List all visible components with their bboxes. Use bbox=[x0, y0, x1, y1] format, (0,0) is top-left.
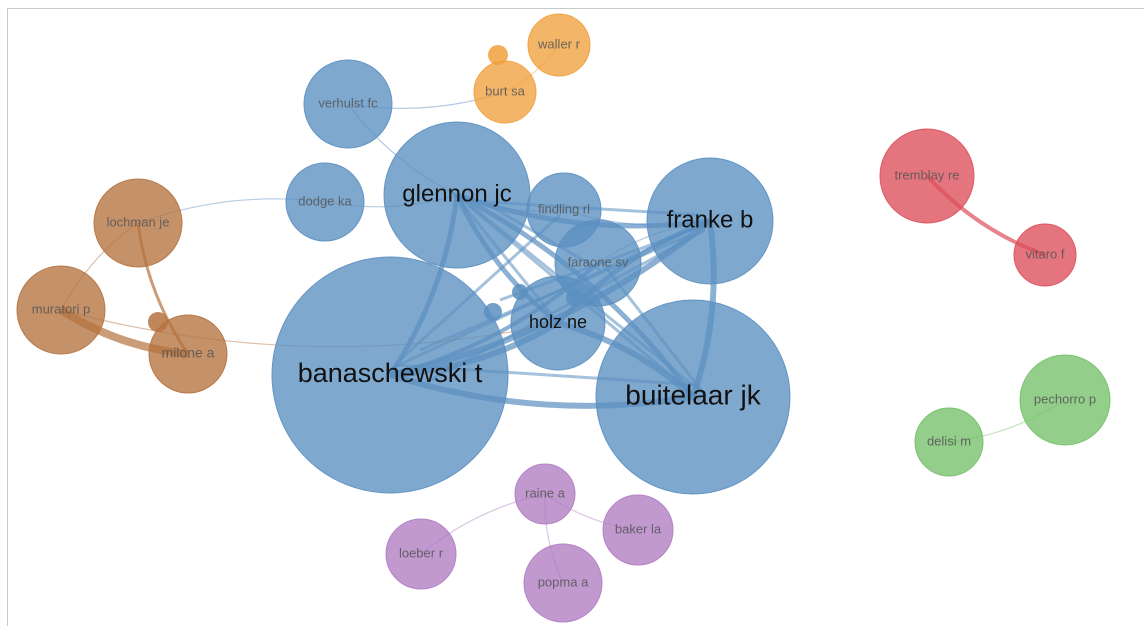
node-label-muratori-p: muratori p bbox=[32, 301, 91, 316]
node-label-buitelaar-jk: buitelaar jk bbox=[625, 379, 761, 410]
node-verhulst-fc[interactable] bbox=[303, 59, 393, 149]
node-popma-a[interactable] bbox=[523, 543, 603, 623]
node-dot-0[interactable] bbox=[488, 45, 508, 65]
node-banaschewski-t[interactable] bbox=[271, 256, 509, 494]
node-loeber-r[interactable] bbox=[385, 518, 457, 590]
node-findling-rl[interactable] bbox=[526, 172, 602, 248]
node-label-tremblay-re: tremblay re bbox=[894, 167, 959, 182]
node-buitelaar-jk[interactable] bbox=[595, 299, 791, 495]
node-delisi-m[interactable] bbox=[914, 407, 984, 477]
node-dot-2[interactable] bbox=[484, 303, 502, 321]
node-waller-r[interactable] bbox=[527, 13, 591, 77]
node-dot-1[interactable] bbox=[148, 312, 168, 332]
node-label-milone-a: milone a bbox=[162, 345, 215, 361]
node-label-popma-a: popma a bbox=[538, 574, 589, 589]
node-label-findling-rl: findling rl bbox=[538, 201, 590, 216]
node-lochman-je[interactable] bbox=[93, 178, 183, 268]
node-vitaro-f[interactable] bbox=[1013, 223, 1077, 287]
node-dot-4[interactable] bbox=[566, 290, 582, 306]
node-label-waller-r: waller r bbox=[537, 36, 581, 51]
nodes-layer bbox=[16, 13, 1111, 623]
node-milone-a[interactable] bbox=[148, 314, 228, 394]
node-baker-la[interactable] bbox=[602, 494, 674, 566]
node-label-lochman-je: lochman je bbox=[107, 214, 170, 229]
node-label-faraone-sv: faraone sv bbox=[568, 254, 629, 269]
node-dot-3[interactable] bbox=[512, 284, 528, 300]
node-label-dodge-ka: dodge ka bbox=[298, 193, 352, 208]
labels-layer: banaschewski t buitelaar jk glennon jc fran… bbox=[32, 36, 1096, 589]
node-label-verhulst-fc: verhulst fc bbox=[318, 95, 378, 110]
node-label-burt-sa: burt sa bbox=[485, 83, 526, 98]
node-tremblay-re[interactable] bbox=[879, 128, 975, 224]
node-label-vitaro-f: vitaro f bbox=[1025, 246, 1064, 261]
node-label-loeber-r: loeber r bbox=[399, 545, 444, 560]
node-franke-b[interactable] bbox=[646, 157, 774, 285]
node-label-pechorro-p: pechorro p bbox=[1034, 391, 1096, 406]
node-raine-a[interactable] bbox=[514, 463, 576, 525]
node-label-baker-la: baker la bbox=[615, 521, 662, 536]
node-pechorro-p[interactable] bbox=[1019, 354, 1111, 446]
node-label-banaschewski-t: banaschewski t bbox=[298, 358, 483, 388]
node-label-delisi-m: delisi m bbox=[927, 433, 971, 448]
node-muratori-p[interactable] bbox=[16, 265, 106, 355]
node-label-holz-ne: holz ne bbox=[529, 312, 587, 332]
node-label-franke-b: franke b bbox=[667, 206, 754, 233]
node-dodge-ka[interactable] bbox=[285, 162, 365, 242]
node-label-raine-a: raine a bbox=[525, 485, 566, 500]
canvas-frame bbox=[7, 8, 1144, 626]
node-label-glennon-jc: glennon jc bbox=[402, 180, 511, 207]
